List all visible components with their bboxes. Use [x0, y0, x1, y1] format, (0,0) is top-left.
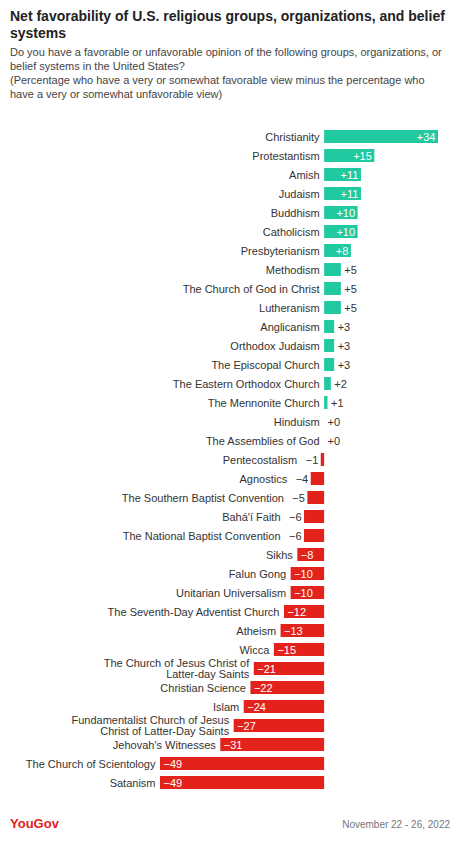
svg-text:+3: +3	[338, 340, 351, 352]
svg-text:+5: +5	[344, 302, 357, 314]
svg-text:Catholicism: Catholicism	[263, 226, 320, 238]
svg-text:−1: −1	[306, 454, 319, 466]
svg-text:The Church of Scientology: The Church of Scientology	[26, 758, 156, 770]
svg-text:Christian Science: Christian Science	[160, 682, 246, 694]
svg-text:+5: +5	[344, 283, 357, 295]
svg-text:−21: −21	[257, 663, 276, 675]
svg-text:Buddhism: Buddhism	[271, 207, 320, 219]
svg-text:+11: +11	[341, 169, 359, 181]
svg-text:−8: −8	[301, 549, 314, 561]
svg-text:−5: −5	[292, 492, 305, 504]
svg-text:The Mennonite Church: The Mennonite Church	[208, 397, 320, 409]
html-text:YouGov: YouGov	[10, 816, 59, 831]
svg-text:Falun Gong: Falun Gong	[229, 568, 286, 580]
svg-text:The Church of God in Christ: The Church of God in Christ	[183, 283, 320, 295]
svg-text:Amish: Amish	[289, 169, 320, 181]
svg-text:Hinduism: Hinduism	[274, 416, 320, 428]
svg-text:+1: +1	[331, 397, 344, 409]
svg-text:+0: +0	[328, 435, 341, 447]
svg-text:Agnostics: Agnostics	[240, 473, 288, 485]
svg-text:Protestantism: Protestantism	[252, 150, 319, 162]
svg-text:−10: −10	[294, 587, 313, 599]
svg-text:+0: +0	[328, 416, 341, 428]
svg-text:The Eastern Orthodox Church: The Eastern Orthodox Church	[173, 378, 320, 390]
svg-text:−15: −15	[277, 644, 296, 656]
svg-text:+15: +15	[353, 150, 372, 162]
svg-text:−13: −13	[284, 625, 303, 637]
svg-text:+10: +10	[336, 207, 355, 219]
svg-text:Anglicanism: Anglicanism	[260, 321, 319, 333]
svg-text:The Southern Baptist Conventio: The Southern Baptist Convention	[122, 492, 284, 504]
html-text:November 22 - 26, 2022: November 22 - 26, 2022	[342, 819, 450, 830]
svg-text:+34: +34	[417, 131, 436, 143]
svg-text:The Church of Jesus Christ ofL: The Church of Jesus Christ ofLatter-day …	[104, 657, 250, 680]
svg-text:The National Baptist Conventio: The National Baptist Convention	[123, 530, 281, 542]
svg-text:−4: −4	[296, 473, 309, 485]
svg-text:+5: +5	[344, 264, 357, 276]
svg-text:Satanism: Satanism	[110, 777, 156, 789]
svg-text:Lutheranism: Lutheranism	[259, 302, 320, 314]
svg-text:−10: −10	[294, 568, 313, 580]
svg-text:+3: +3	[338, 321, 351, 333]
html-text:Net favorability of U.S. relig: Net favorability of U.S. religious group…	[10, 8, 445, 41]
svg-text:The Seventh-Day Adventist Chur: The Seventh-Day Adventist Church	[108, 606, 280, 618]
svg-text:Bahá'í Faith: Bahá'í Faith	[222, 511, 280, 523]
svg-text:+10: +10	[336, 226, 355, 238]
svg-text:+2: +2	[334, 378, 347, 390]
svg-text:−24: −24	[247, 701, 266, 713]
svg-text:−49: −49	[164, 758, 183, 770]
svg-text:+3: +3	[338, 359, 351, 371]
svg-text:+11: +11	[341, 188, 359, 200]
svg-text:+8: +8	[336, 245, 349, 257]
svg-text:Sikhs: Sikhs	[266, 549, 293, 561]
svg-text:−49: −49	[164, 777, 183, 789]
svg-text:Islam: Islam	[213, 701, 239, 713]
svg-text:Wicca: Wicca	[239, 644, 270, 656]
svg-text:−12: −12	[287, 606, 306, 618]
svg-text:−6: −6	[289, 511, 302, 523]
svg-text:−31: −31	[224, 739, 243, 751]
svg-text:Jehovah's Witnesses: Jehovah's Witnesses	[113, 739, 216, 751]
svg-text:Fundamentalist Church of Jesus: Fundamentalist Church of JesusChrist of …	[71, 714, 229, 737]
svg-text:Presbyterianism: Presbyterianism	[241, 245, 320, 257]
svg-text:The Episcopal Church: The Episcopal Church	[211, 359, 319, 371]
svg-text:The Assemblies of God: The Assemblies of God	[206, 435, 320, 447]
svg-text:−6: −6	[289, 530, 302, 542]
svg-text:Judaism: Judaism	[279, 188, 320, 200]
svg-text:−22: −22	[254, 682, 273, 694]
svg-text:Christianity: Christianity	[265, 131, 320, 143]
svg-text:Methodism: Methodism	[266, 264, 320, 276]
html-text:Do you have a favorable or unf: Do you have a favorable or unfavorable o…	[10, 46, 442, 100]
svg-text:Atheism: Atheism	[236, 625, 276, 637]
svg-text:Orthodox Judaism: Orthodox Judaism	[230, 340, 319, 352]
svg-text:Unitarian Universalism: Unitarian Universalism	[176, 587, 286, 599]
svg-text:−27: −27	[237, 720, 256, 732]
svg-text:Pentecostalism: Pentecostalism	[223, 454, 298, 466]
